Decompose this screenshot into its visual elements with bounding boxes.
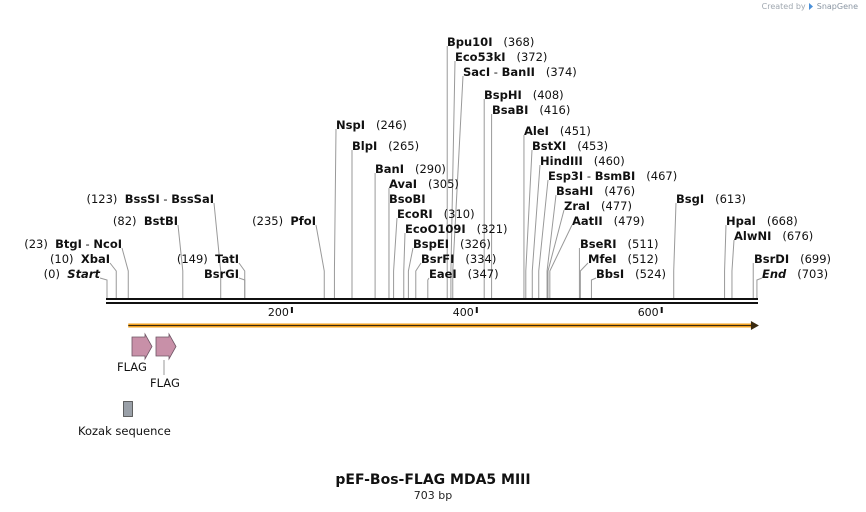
site-line-eaei (427, 277, 430, 299)
site-label-bsrfi[interactable]: BsrFI (334) (421, 252, 496, 266)
site-label-pfoi[interactable]: (235) PfoI (252, 214, 316, 228)
orf-arrowhead (750, 321, 759, 330)
site-line-tati (238, 262, 246, 299)
snapgene-credit: Created by SnapGene (762, 2, 858, 11)
credit-prefix: Created by (761, 2, 806, 11)
site-line-xbai (109, 262, 117, 299)
site-label-saci-banii[interactable]: SacI - BanII (374) (463, 65, 577, 79)
site-label-start[interactable]: (0) Start (44, 267, 101, 281)
site-label-bsrdi[interactable]: BsrDI (699) (754, 252, 831, 266)
tick-label-400: 400 (453, 306, 474, 319)
axis-ticks: 200 400 600 (268, 306, 663, 319)
site-line-esp3i-bsmbi (538, 179, 549, 299)
site-line-eco53ki (450, 60, 456, 299)
site-label-bsobi[interactable]: BsoBI (389, 192, 426, 206)
site-label-aatii[interactable]: AatII (479) (572, 214, 645, 228)
site-line-ecoo109i (403, 232, 406, 299)
site-label-bstbi[interactable]: (82) BstBI (113, 214, 178, 228)
site-line-end (756, 277, 763, 299)
site-label-bseri[interactable]: BseRI (511) (580, 237, 658, 251)
site-label-tati[interactable]: (149) TatI (177, 252, 239, 266)
site-line-nspi (333, 128, 337, 299)
site-label-avai[interactable]: AvaI (305) (389, 177, 459, 191)
site-label-bsphi[interactable]: BspHI (408) (484, 88, 564, 102)
site-label-ecori[interactable]: EcoRI (310) (397, 207, 475, 221)
site-label-end[interactable]: End (703) (762, 267, 828, 281)
orf-arrow[interactable] (128, 321, 759, 330)
site-line-bspei (407, 247, 414, 299)
site-label-bbsi[interactable]: BbsI (524) (596, 267, 666, 281)
site-line-bstbi (177, 224, 184, 299)
site-line-bbsi (590, 277, 597, 299)
site-line-bsrgi (238, 277, 246, 299)
site-lines (99, 46, 763, 299)
sequence-length: 703 bp (413, 489, 453, 502)
feature-kozak[interactable] (123, 401, 133, 417)
site-line-saci-banii (452, 75, 464, 299)
site-label-bspei[interactable]: BspEI (326) (413, 237, 491, 251)
feature-flag-label-2: FLAG (150, 376, 180, 390)
site-line-bsahi (546, 194, 557, 299)
site-label-ecoo109i[interactable]: EcoO109I (321) (405, 222, 508, 236)
site-label-btgi-ncoi[interactable]: (23) BtgI - NcoI (24, 237, 122, 251)
site-label-bsgi[interactable]: BsgI (613) (676, 192, 746, 206)
site-line-zrai (547, 209, 565, 299)
site-line-hpai (724, 224, 727, 299)
tick-label-200: 200 (268, 306, 289, 319)
site-label-xbai[interactable]: (10) XbaI (50, 252, 110, 266)
site-line-btgi-ncoi (121, 247, 129, 299)
site-line-ecori (393, 217, 398, 299)
site-label-bstxi[interactable]: BstXI (453) (532, 139, 608, 153)
backbone (106, 298, 758, 304)
site-line-start (99, 277, 108, 299)
site-label-hpai[interactable]: HpaI (668) (726, 214, 798, 228)
sequence-title: pEF-Bos-FLAG MDA5 MIII (335, 472, 531, 488)
site-label-nspi[interactable]: NspI (246) (336, 118, 407, 132)
site-line-hindiii (531, 164, 541, 299)
site-line-bstxi (525, 149, 533, 299)
tick-label-600: 600 (638, 306, 659, 319)
site-line-alwni (731, 239, 735, 299)
site-line-bsrfi (415, 262, 422, 299)
site-label-bsahi[interactable]: BsaHI (476) (556, 184, 635, 198)
feature-flag-label-1: FLAG (117, 360, 147, 374)
snapgene-logo-icon (808, 3, 814, 10)
site-label-blpi[interactable]: BlpI (265) (352, 139, 419, 153)
site-line-pfoi (315, 224, 325, 299)
site-label-eaei[interactable]: EaeI (347) (429, 267, 499, 281)
site-label-alwni[interactable]: AlwNI (676) (734, 229, 813, 243)
site-label-bsrgi[interactable]: BsrGI (204, 267, 239, 281)
credit-brand: SnapGene (816, 2, 858, 11)
site-label-zrai[interactable]: ZraI (477) (564, 199, 632, 213)
site-label-esp3i-bsmbi[interactable]: Esp3I - BsmBI (467) (548, 169, 677, 183)
site-label-mfei[interactable]: MfeI (512) (588, 252, 658, 266)
site-line-bsgi (673, 202, 677, 299)
site-label-bsabi[interactable]: BsaBI (416) (492, 103, 570, 117)
site-label-eco53ki[interactable]: Eco53kI (372) (455, 50, 547, 64)
site-line-mfei (579, 262, 589, 299)
feature-flag-2[interactable] (155, 332, 177, 361)
feature-flag-1[interactable] (131, 332, 153, 361)
site-line-bsssi-bsssai (213, 202, 222, 299)
site-line-aatii (549, 224, 573, 299)
site-label-hindiii[interactable]: HindIII (460) (540, 154, 625, 168)
feature-kozak-label: Kozak sequence (78, 424, 171, 438)
site-label-bpu10i[interactable]: Bpu10I (368) (447, 35, 534, 49)
site-label-alei[interactable]: AleI (451) (524, 124, 591, 138)
site-labels: Bpu10I (368)Eco53kI (372)SacI - BanII (3… (24, 35, 831, 281)
site-label-bani[interactable]: BanI (290) (375, 162, 446, 176)
site-label-bsssi-bsssai[interactable]: (123) BssSI - BssSaI (86, 192, 214, 206)
